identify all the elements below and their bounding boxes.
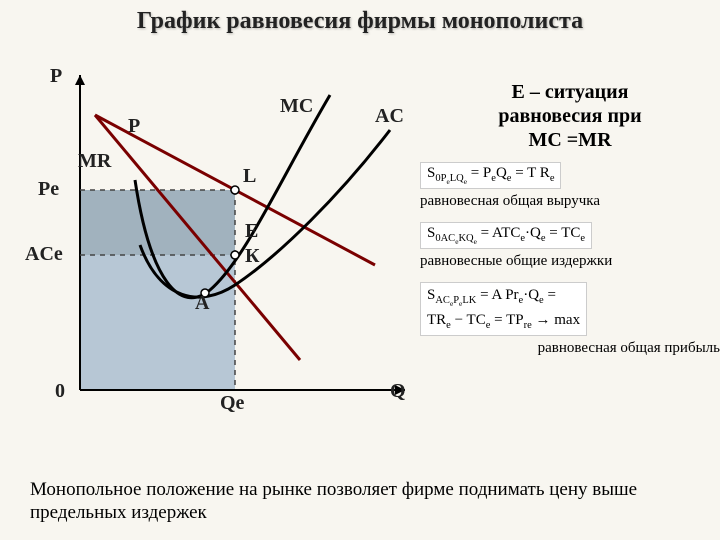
caption-profit: равновесная общая прибыль xyxy=(420,340,720,357)
eq-line1: E – ситуация xyxy=(512,81,629,103)
bottom-text: Монопольное положение на рынке позволяет… xyxy=(30,479,690,525)
x-axis-label: Q xyxy=(390,380,406,403)
point-l xyxy=(231,186,239,194)
caption-cost: равновесные общие издержки xyxy=(420,253,720,270)
ac-label: AC xyxy=(375,105,404,128)
eq-line2: равновесия при xyxy=(498,105,641,127)
qe-label: Qe xyxy=(220,392,244,415)
mr-label: MR xyxy=(78,150,111,173)
point-e-label: E xyxy=(245,220,258,243)
ace-label: ACe xyxy=(25,243,63,266)
mc-label: MC xyxy=(280,95,313,118)
eq-line3: MC =MR xyxy=(528,129,611,151)
chart: P Q 0 P MR MC AC L E К A Pe ACe Qe xyxy=(20,60,420,440)
point-k-label: К xyxy=(245,245,260,268)
demand-label: P xyxy=(128,115,140,138)
chart-svg xyxy=(20,60,420,440)
formula-profit: SACePeLK = A Pre·Qe = TRe − TCe = TPre →… xyxy=(420,282,587,336)
pe-label: Pe xyxy=(38,178,59,201)
formula-cost: S0ACeKQe = ATCe·Qe = TCe xyxy=(420,222,592,249)
equilibrium-text: E – ситуация равновесия при MC =MR xyxy=(420,80,720,152)
y-axis-arrow xyxy=(75,75,85,85)
y-axis-label: P xyxy=(50,65,62,88)
point-e xyxy=(231,251,239,259)
page-title: График равновесия фирмы монополиста xyxy=(0,0,720,35)
point-a-label: A xyxy=(195,292,209,315)
caption-revenue: равновесная общая выручка xyxy=(420,193,720,210)
point-l-label: L xyxy=(243,165,256,188)
right-column: E – ситуация равновесия при MC =MR S0PeL… xyxy=(420,80,720,367)
origin-label: 0 xyxy=(55,380,65,403)
formula-revenue: S0PeLQe = PeQe = T Re xyxy=(420,162,561,189)
